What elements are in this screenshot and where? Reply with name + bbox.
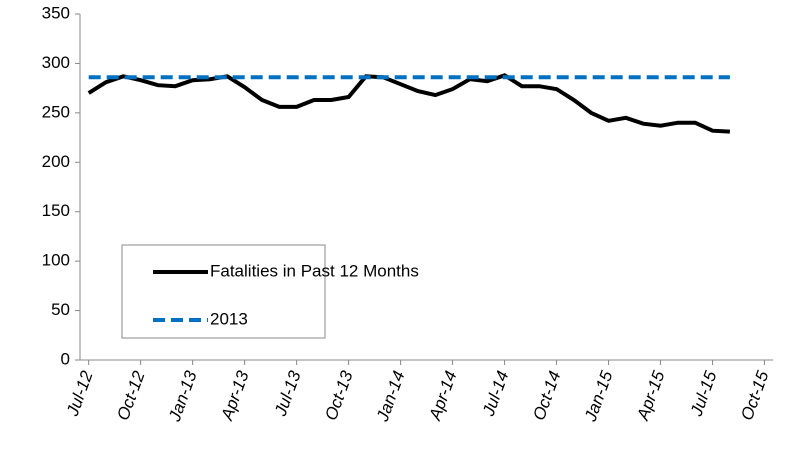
series-line [87, 73, 731, 134]
legend-box [121, 244, 326, 339]
x-tick-label: Jul-14 [479, 368, 513, 419]
y-tick-label: 200 [42, 152, 70, 171]
y-tick-label: 50 [51, 300, 70, 319]
x-tick-label: Apr-14 [425, 368, 461, 423]
x-tick-label: Oct-12 [113, 368, 148, 423]
x-tick-label: Jan-14 [373, 368, 409, 424]
x-tick-label: Jan-15 [581, 368, 617, 425]
y-tick-label: 100 [42, 251, 70, 270]
legend-label: Fatalities in Past 12 Months [210, 261, 419, 280]
x-tick-label: Jan-13 [165, 368, 201, 425]
legend-label: 2013 [210, 309, 248, 328]
x-tick-label: Apr-13 [217, 368, 253, 424]
y-tick-label: 0 [61, 349, 70, 368]
y-tick-label: 250 [42, 102, 70, 121]
x-tick-label: Jul-15 [686, 368, 720, 419]
y-tick-label: 300 [42, 53, 70, 72]
y-tick-label: 150 [42, 201, 70, 220]
x-tick-label: Oct-13 [321, 368, 356, 423]
x-tick-label: Jul-13 [271, 368, 305, 419]
x-tick-label: Oct-14 [529, 368, 564, 422]
x-tick-label: Apr-15 [633, 368, 669, 424]
y-tick-label: 350 [42, 3, 70, 22]
x-tick-label: Oct-15 [737, 368, 772, 423]
x-tick-label: Jul-12 [63, 368, 97, 419]
